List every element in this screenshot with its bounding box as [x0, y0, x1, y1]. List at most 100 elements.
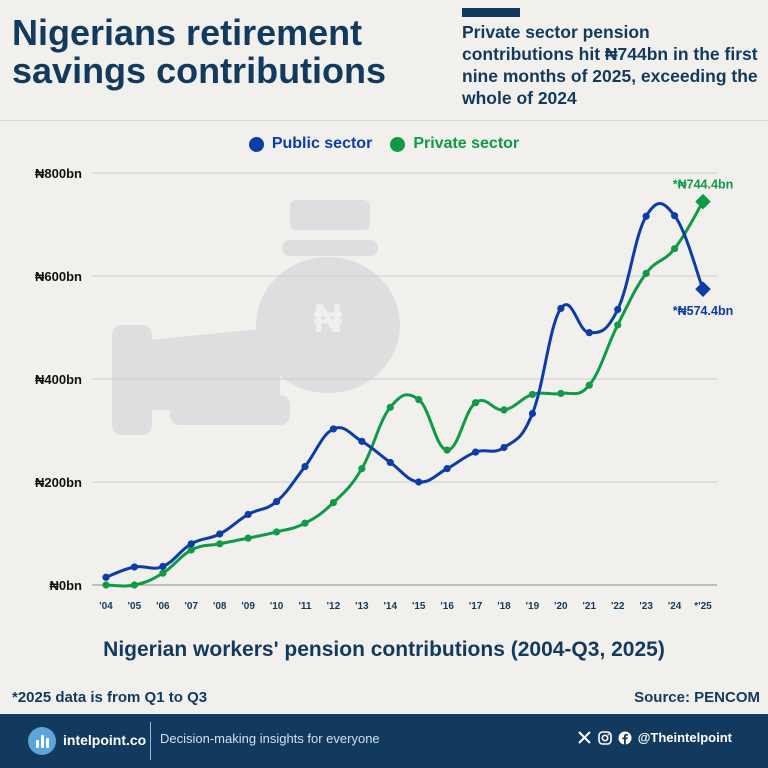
footer-bar: intelpoint.co Decision-making insights f… — [0, 714, 768, 768]
private-sector-point — [614, 321, 622, 329]
x-icon[interactable] — [578, 731, 592, 745]
x-tick-label: '16 — [440, 601, 454, 612]
private-sector-point — [216, 540, 224, 548]
public-sector-point — [500, 443, 508, 452]
x-tick-label: '04 — [99, 601, 113, 612]
public-sector-end-marker — [695, 281, 711, 297]
private-sector-line — [105, 200, 705, 588]
private-sector-point — [102, 581, 110, 589]
x-tick-label: '22 — [611, 601, 625, 612]
gridlines — [92, 172, 717, 586]
private-sector-point — [670, 245, 679, 253]
data-series — [102, 193, 711, 589]
x-tick-label: '24 — [668, 601, 682, 612]
legend-item-private: Private sector — [390, 135, 519, 153]
social-links: @Theintelpoint — [578, 730, 732, 745]
social-handle[interactable]: @Theintelpoint — [637, 730, 732, 745]
public-sector-point — [244, 510, 252, 519]
public-sector-point — [130, 563, 139, 571]
private-sector-end-marker — [695, 193, 711, 210]
callout-accent-bar — [462, 8, 520, 17]
x-tick-label: '13 — [355, 601, 369, 612]
x-tick-label: '14 — [384, 601, 398, 612]
x-tick-label: '17 — [469, 601, 483, 612]
private-sector-point — [386, 403, 394, 411]
public-sector-point — [443, 465, 451, 473]
y-tick-label: ₦0bn — [50, 578, 83, 593]
private-sector-point — [585, 381, 593, 389]
public-sector-point — [102, 573, 110, 581]
public-sector-point — [557, 304, 565, 313]
private-sector-end-label: *₦744.4bn — [673, 178, 733, 192]
public-sector-point — [528, 409, 537, 418]
private-sector-point — [642, 269, 650, 278]
private-sector-point — [443, 446, 451, 454]
private-sector-legend-label: Private sector — [413, 135, 520, 152]
public-sector-point — [272, 497, 281, 506]
public-sector-point — [415, 478, 423, 486]
x-tick-label: '08 — [213, 601, 227, 612]
public-sector-point — [358, 437, 366, 445]
naira-icon: ₦ — [314, 297, 343, 341]
x-tick-label: '05 — [128, 601, 142, 612]
source-note: Source: PENCOM — [634, 689, 760, 706]
footer-divider — [150, 722, 151, 760]
x-tick-label: '20 — [554, 601, 568, 612]
private-sector-point — [130, 581, 139, 589]
private-sector-point — [159, 569, 167, 577]
footnote: *2025 data is from Q1 to Q3 — [12, 689, 208, 706]
private-sector-point — [528, 390, 537, 399]
x-axis-labels: '04 '05 '06 '07 '08 '09 '10 '11 '12 '13 '14 '15 '16 '… — [99, 601, 712, 612]
y-tick-label: ₦200bn — [35, 475, 82, 490]
x-tick-label: '21 — [583, 601, 597, 612]
chart-title: Nigerians retirement savings contributio… — [12, 12, 387, 91]
public-sector-point — [386, 458, 394, 467]
x-tick-label: '18 — [497, 601, 511, 612]
public-sector-point — [471, 448, 480, 456]
public-sector-point — [159, 562, 167, 571]
header-divider — [0, 120, 768, 121]
public-sector-point — [642, 212, 650, 220]
x-tick-label: '10 — [270, 601, 284, 612]
intelpoint-logo-icon — [28, 727, 56, 755]
private-sector-point — [329, 499, 338, 507]
x-tick-label: '09 — [241, 601, 255, 612]
private-sector-point — [358, 465, 366, 473]
private-sector-point — [500, 406, 508, 414]
x-tick-label: '15 — [412, 601, 426, 612]
public-sector-end-label: *₦574.4bn — [673, 304, 733, 318]
y-tick-label: ₦400bn — [35, 372, 82, 387]
private-sector-legend-dot — [390, 136, 406, 152]
y-tick-label: ₦600bn — [35, 269, 82, 284]
chart-legend: Public sector Private sector — [0, 135, 768, 153]
line-chart: ₦ ₦0bn ₦200bn ₦400bn ₦600bn ₦800bn '04 '05 '06… — [35, 166, 733, 612]
y-tick-label: ₦800bn — [35, 166, 82, 181]
public-sector-point — [585, 329, 593, 337]
x-tick-label: *'25 — [694, 601, 712, 612]
private-sector-point — [471, 399, 480, 407]
money-bag-watermark-icon — [112, 200, 400, 435]
end-annotations: *₦744.4bn *₦574.4bn — [673, 178, 733, 319]
public-sector-point — [670, 212, 679, 220]
chart-subtitle: Nigerian workers' pension contributions … — [103, 638, 665, 661]
headline-callout: Private sector pension contributions hit… — [462, 22, 758, 108]
private-sector-point — [415, 396, 423, 404]
x-tick-label: '23 — [639, 601, 653, 612]
y-axis-labels: ₦0bn ₦200bn ₦400bn ₦600bn ₦800bn — [35, 166, 82, 593]
legend-item-public: Public sector — [248, 135, 372, 153]
x-tick-label: '19 — [526, 601, 540, 612]
private-sector-point — [272, 528, 281, 536]
public-sector-point — [301, 462, 309, 471]
public-sector-point — [187, 540, 195, 548]
public-sector-point — [329, 425, 338, 433]
x-tick-label: '07 — [185, 601, 199, 612]
brand-link[interactable]: intelpoint.co — [63, 732, 147, 748]
instagram-icon[interactable] — [597, 730, 612, 745]
public-sector-point — [614, 305, 622, 314]
private-sector-point — [301, 519, 309, 527]
x-tick-label: '12 — [327, 601, 341, 612]
x-tick-label: '11 — [299, 601, 312, 612]
private-sector-point — [244, 534, 252, 542]
tagline: Decision-making insights for everyone — [160, 731, 380, 746]
facebook-icon[interactable] — [618, 731, 632, 745]
